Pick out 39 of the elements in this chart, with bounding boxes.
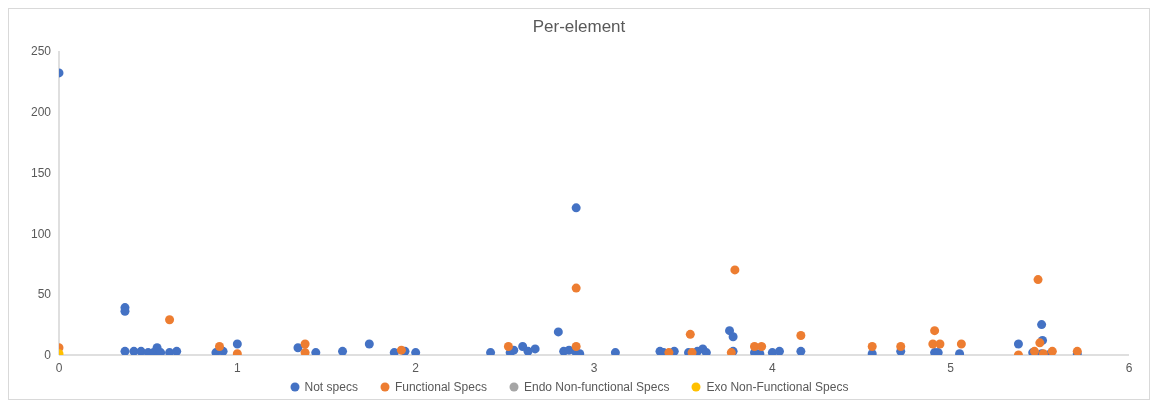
point bbox=[300, 348, 310, 355]
legend-label: Not specs bbox=[304, 380, 358, 394]
point bbox=[664, 348, 674, 355]
point bbox=[896, 342, 906, 351]
point bbox=[730, 265, 740, 275]
y-tick-label: 100 bbox=[30, 226, 52, 241]
point bbox=[503, 342, 513, 351]
legend-label: Exo Non-Functional Specs bbox=[706, 380, 849, 394]
point bbox=[685, 329, 695, 339]
y-tick-label: 50 bbox=[37, 287, 52, 302]
point bbox=[867, 342, 877, 351]
point bbox=[757, 342, 767, 351]
x-tick-label: 6 bbox=[1125, 360, 1133, 375]
point bbox=[1033, 275, 1043, 285]
point bbox=[215, 342, 224, 351]
point bbox=[956, 339, 966, 349]
x-tick-label: 1 bbox=[233, 360, 241, 375]
point bbox=[571, 342, 581, 351]
y-tick-label: 0 bbox=[44, 348, 52, 363]
point bbox=[396, 345, 406, 355]
point bbox=[165, 315, 175, 325]
x-tick-label: 5 bbox=[947, 360, 955, 375]
point bbox=[796, 331, 806, 341]
point bbox=[750, 342, 759, 351]
x-tick-label: 3 bbox=[590, 360, 598, 375]
legend-label: Functional Specs bbox=[394, 380, 487, 394]
x-tick-label: 0 bbox=[55, 360, 63, 375]
x-tick-label: 4 bbox=[768, 360, 776, 375]
chart-title: Per-element bbox=[531, 17, 627, 38]
point bbox=[300, 339, 310, 349]
legend-label: Endo Non-functional Specs bbox=[523, 380, 670, 394]
point bbox=[935, 339, 945, 349]
point bbox=[687, 348, 697, 355]
y-tick-label: 250 bbox=[30, 44, 52, 59]
y-tick-label: 150 bbox=[30, 165, 52, 180]
point bbox=[930, 326, 940, 336]
point bbox=[571, 283, 581, 293]
y-tick-label: 200 bbox=[30, 105, 52, 120]
x-tick-label: 2 bbox=[412, 360, 420, 375]
